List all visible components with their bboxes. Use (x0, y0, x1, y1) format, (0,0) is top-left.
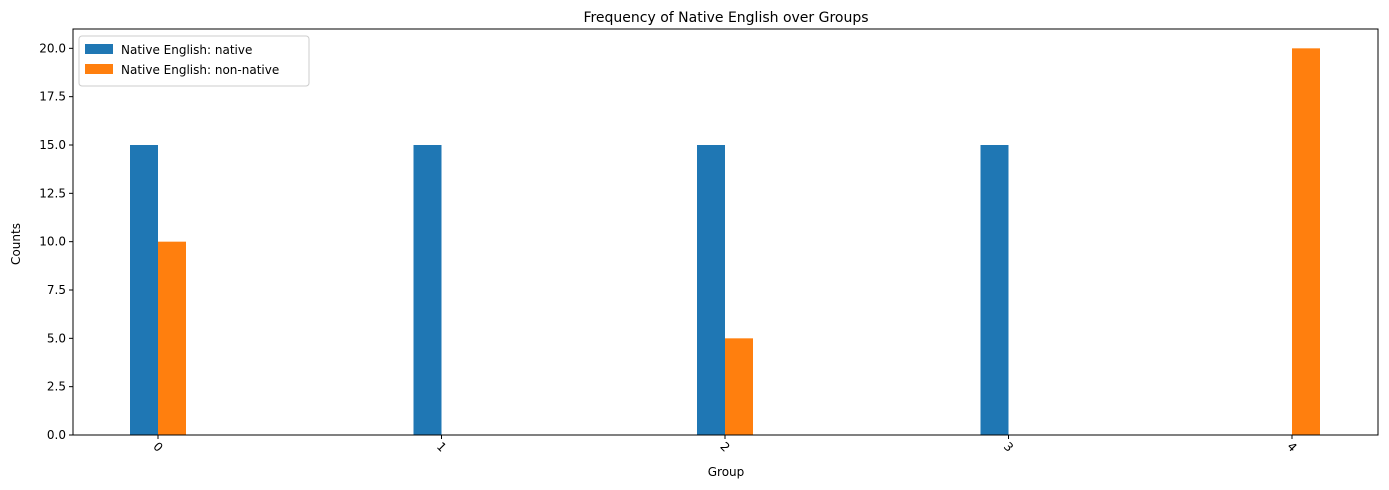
y-tick-label: 7.5 (47, 283, 66, 297)
legend-swatch (85, 64, 113, 74)
y-tick-label: 2.5 (47, 380, 66, 394)
legend-swatch (85, 44, 113, 54)
y-tick-label: 17.5 (39, 90, 66, 104)
x-tick-label: 0 (150, 439, 165, 454)
bar (1292, 48, 1320, 435)
bar (413, 145, 442, 435)
x-tick-label: 3 (1001, 439, 1016, 454)
x-tick-label: 1 (434, 439, 449, 454)
plot-area: 0.0 2.5 5.0 7.5 10.0 12.5 15.0 17.5 20.0 0 1 2 3 4 (39, 28, 1379, 455)
legend-label: Native English: native (121, 43, 252, 57)
x-tick-label: 2 (717, 439, 732, 454)
bar (697, 145, 725, 435)
y-tick-label: 10.0 (39, 235, 66, 249)
y-tick-label: 15.0 (39, 138, 66, 152)
y-tick-label: 12.5 (39, 186, 66, 200)
y-axis-label: Counts (9, 223, 23, 265)
y-tick-label: 20.0 (39, 41, 66, 55)
bar (158, 241, 186, 435)
bar (980, 145, 1009, 435)
chart-title: Frequency of Native English over Groups (583, 10, 868, 26)
x-tick-label: 4 (1284, 439, 1299, 454)
bar (130, 145, 158, 435)
legend-box (78, 35, 310, 87)
legend-label: Native English: non-native (121, 63, 279, 77)
x-axis-label: Group (708, 465, 745, 479)
y-tick-label: 5.0 (47, 331, 66, 345)
bar (725, 338, 753, 435)
legend: Native English: native Native English: no… (78, 35, 310, 87)
y-tick-label: 0.0 (47, 428, 66, 442)
